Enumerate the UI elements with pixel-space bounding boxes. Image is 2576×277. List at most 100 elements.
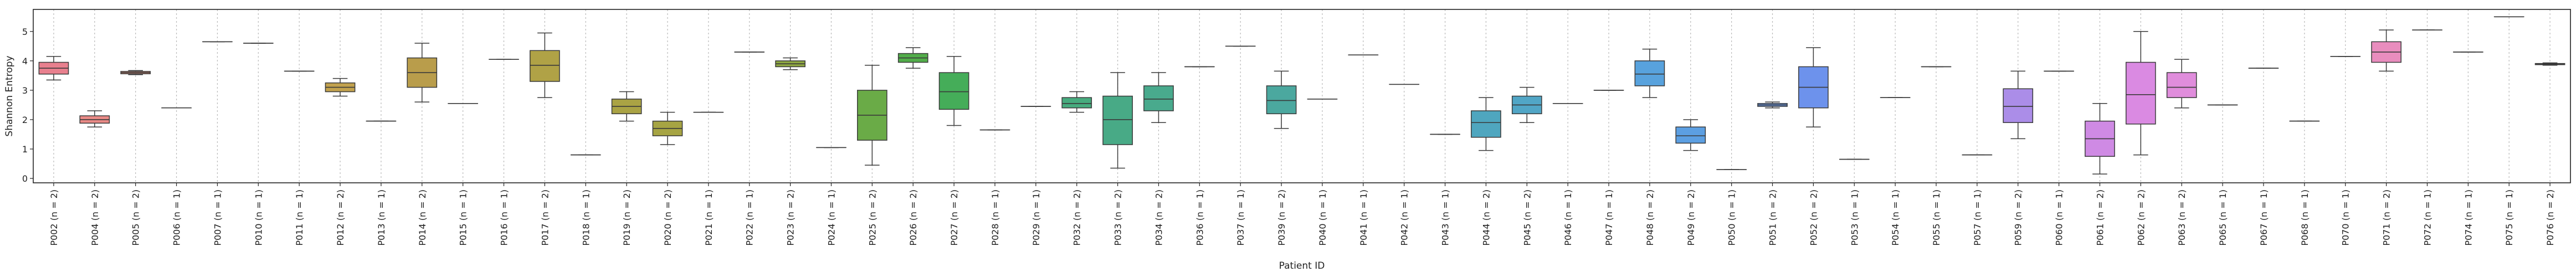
x-tick-label: P011 (n = 1) bbox=[294, 189, 305, 246]
x-tick-label: P072 (n = 1) bbox=[2422, 189, 2433, 246]
box-p012 bbox=[325, 78, 356, 97]
x-tick-label: P036 (n = 1) bbox=[1194, 189, 1205, 246]
x-tick-label: P045 (n = 2) bbox=[1522, 189, 1532, 246]
iqr-box bbox=[1675, 126, 1706, 144]
x-tick-label: P052 (n = 2) bbox=[1808, 189, 1819, 246]
box-p033 bbox=[1102, 72, 1133, 169]
y-tick-label: 3 bbox=[22, 85, 28, 96]
box-p039 bbox=[1266, 70, 1297, 129]
iqr-box bbox=[938, 72, 969, 110]
x-tick-label: P037 (n = 1) bbox=[1235, 189, 1246, 246]
x-tick-label: P071 (n = 2) bbox=[2382, 189, 2392, 246]
x-tick-label: P067 (n = 1) bbox=[2259, 189, 2269, 246]
plot-frame bbox=[33, 9, 2571, 183]
x-tick-label: P022 (n = 1) bbox=[745, 189, 755, 246]
box-p049 bbox=[1675, 119, 1706, 151]
x-tick-label: P048 (n = 2) bbox=[1645, 189, 1655, 246]
x-tick-label: P032 (n = 2) bbox=[1072, 189, 1082, 246]
x-tick-label: P070 (n = 1) bbox=[2341, 189, 2351, 246]
x-tick-label: P040 (n = 1) bbox=[1317, 189, 1328, 246]
x-tick-label: P075 (n = 1) bbox=[2504, 189, 2515, 246]
x-tick-label: P029 (n = 1) bbox=[1031, 189, 1041, 246]
box-p032 bbox=[1061, 91, 1092, 113]
x-tick-label: P060 (n = 1) bbox=[2054, 189, 2065, 246]
y-tick-label: 2 bbox=[22, 115, 28, 125]
box-p062 bbox=[2126, 31, 2156, 156]
x-tick-label: P049 (n = 2) bbox=[1686, 189, 1696, 246]
box-p063 bbox=[2166, 59, 2197, 109]
x-tick-label: P044 (n = 2) bbox=[1481, 189, 1491, 246]
x-tick-label: P025 (n = 2) bbox=[867, 189, 878, 246]
x-tick-label: P017 (n = 2) bbox=[540, 189, 550, 246]
x-tick-label: P026 (n = 2) bbox=[908, 189, 918, 246]
y-tick-label: 0 bbox=[22, 173, 28, 184]
x-tick-label: P051 (n = 2) bbox=[1768, 189, 1778, 246]
y-axis-ticks: 0 1 2 3 4 5 bbox=[22, 27, 33, 184]
box-p048 bbox=[1634, 48, 1665, 98]
x-tick-label: P074 (n = 1) bbox=[2463, 189, 2474, 246]
x-tick-label: P063 (n = 2) bbox=[2177, 189, 2187, 246]
box-p071 bbox=[2371, 29, 2401, 72]
box-p014 bbox=[407, 43, 438, 102]
x-tick-label: P005 (n = 2) bbox=[131, 189, 141, 246]
x-tick-label: P047 (n = 1) bbox=[1604, 189, 1614, 246]
x-tick-label: P002 (n = 2) bbox=[49, 189, 59, 246]
x-tick-label: P042 (n = 1) bbox=[1399, 189, 1410, 246]
x-tick-label: P018 (n = 1) bbox=[581, 189, 591, 246]
box-p023 bbox=[775, 57, 805, 70]
x-tick-label: P062 (n = 2) bbox=[2136, 189, 2146, 246]
x-tick-label: P020 (n = 2) bbox=[663, 189, 673, 246]
x-tick-label: P004 (n = 2) bbox=[90, 189, 100, 246]
box-p002 bbox=[38, 56, 69, 81]
x-axis-label: Patient ID bbox=[1279, 260, 1325, 271]
iqr-box bbox=[2126, 61, 2156, 125]
box-p005 bbox=[120, 70, 151, 75]
x-tick-label: P065 (n = 1) bbox=[2218, 189, 2228, 246]
iqr-box bbox=[530, 50, 560, 82]
iqr-box bbox=[1102, 95, 1133, 145]
x-tick-label: P014 (n = 2) bbox=[417, 189, 428, 246]
box-p027 bbox=[938, 56, 969, 126]
x-tick-label: P054 (n = 1) bbox=[1890, 189, 1901, 246]
y-tick-label: 4 bbox=[22, 56, 28, 66]
x-tick-label: P043 (n = 1) bbox=[1440, 189, 1451, 246]
iqr-box bbox=[1471, 110, 1501, 138]
x-tick-label: P034 (n = 2) bbox=[1153, 189, 1164, 246]
x-tick-label: P050 (n = 1) bbox=[1727, 189, 1737, 246]
box-p061 bbox=[2085, 103, 2115, 175]
x-tick-label: P076 (n = 2) bbox=[2545, 189, 2556, 246]
box-p059 bbox=[2003, 70, 2034, 140]
x-tick-label: P039 (n = 2) bbox=[1276, 189, 1287, 246]
box-p025 bbox=[857, 65, 887, 166]
x-tick-label: P057 (n = 1) bbox=[1972, 189, 1983, 246]
iqr-box bbox=[1061, 97, 1092, 109]
box-p076 bbox=[2534, 62, 2565, 66]
iqr-box bbox=[1143, 85, 1174, 111]
box-p026 bbox=[897, 47, 928, 69]
iqr-box bbox=[2166, 72, 2197, 98]
box-p034 bbox=[1143, 72, 1174, 123]
x-tick-label: P023 (n = 2) bbox=[786, 189, 796, 246]
x-tick-label: P059 (n = 2) bbox=[2013, 189, 2024, 246]
boxes-layer bbox=[38, 16, 2565, 175]
x-tick-label: P019 (n = 2) bbox=[622, 189, 632, 246]
y-tick-label: 1 bbox=[22, 144, 28, 155]
box-p020 bbox=[652, 111, 683, 145]
y-tick-label: 5 bbox=[22, 27, 28, 37]
x-tick-label: P055 (n = 1) bbox=[1931, 189, 1942, 246]
x-tick-label: P041 (n = 1) bbox=[1358, 189, 1369, 246]
box-p052 bbox=[1798, 47, 1829, 127]
x-tick-label: P028 (n = 1) bbox=[990, 189, 1000, 246]
box-p044 bbox=[1471, 97, 1501, 151]
x-tick-label: P053 (n = 1) bbox=[1849, 189, 1860, 246]
box-p051 bbox=[1757, 101, 1788, 109]
x-tick-label: P033 (n = 2) bbox=[1113, 189, 1123, 246]
x-tick-label: P021 (n = 1) bbox=[704, 189, 714, 246]
box-p019 bbox=[611, 91, 642, 122]
box-p017 bbox=[530, 32, 560, 98]
x-tick-label: P010 (n = 1) bbox=[253, 189, 264, 246]
iqr-box bbox=[1634, 60, 1665, 86]
x-axis-ticks: P002 (n = 2) P004 (n = 2) P005 (n = 2) P006… bbox=[49, 183, 2556, 246]
